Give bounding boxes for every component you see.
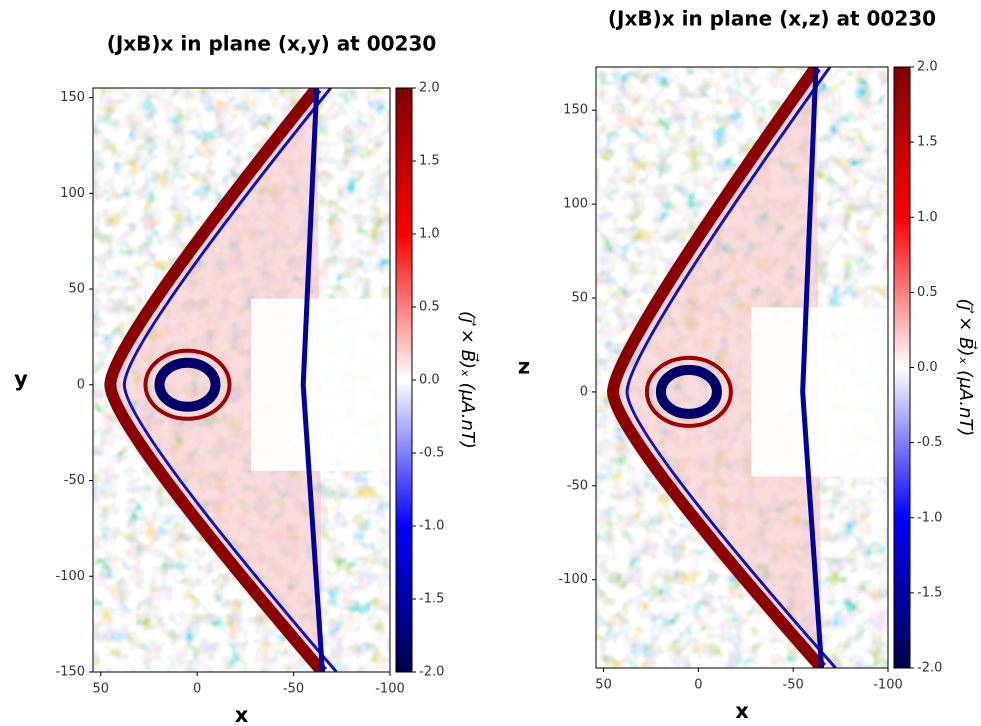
bow-shock — [607, 67, 827, 668]
colorbar-tick-label: 0.5 — [917, 285, 938, 300]
field — [596, 67, 888, 668]
colorbar-tick-label: -1.0 — [917, 510, 942, 525]
colorbar-tick-label: -1.5 — [419, 592, 444, 607]
x-tick-label: 50 — [595, 678, 612, 693]
bow-inner — [625, 67, 837, 668]
core-ring — [644, 355, 733, 428]
frame — [595, 66, 889, 669]
tail — [751, 307, 888, 477]
boundary — [300, 88, 325, 672]
frame — [92, 87, 391, 673]
colorbar-label: (j⃗ × B⃗)ₓ (μA.nT) — [955, 299, 977, 437]
y-tick-label: 0 — [580, 384, 588, 399]
colorbar-tick-label: 0.5 — [419, 300, 440, 315]
x-tick-label: -100 — [873, 678, 903, 693]
x-axis-label: x — [235, 703, 249, 726]
colorbar-tick-label: -2.0 — [419, 665, 444, 680]
field — [93, 88, 390, 672]
core-ring — [143, 348, 232, 421]
colorbar-tick-label: 0.0 — [917, 360, 938, 375]
chart-title: (JxB)x in plane (x,y) at 00230 — [107, 32, 437, 56]
bow-inner — [122, 88, 338, 672]
colorbar-tick-label: 2.0 — [917, 60, 938, 75]
y-tick-label: -150 — [55, 665, 85, 680]
x-tick-label: 50 — [92, 682, 109, 697]
y-axis-label: z — [518, 355, 530, 379]
y-tick-label: 100 — [60, 186, 85, 201]
tail — [251, 298, 390, 471]
x-tick-label: 0 — [694, 678, 702, 693]
colorbar-tick-label: 1.5 — [419, 154, 440, 169]
colorbar — [893, 66, 911, 669]
y-tick-label: -50 — [64, 473, 85, 488]
y-tick-label: 50 — [571, 291, 588, 306]
boundary — [800, 67, 825, 668]
bow-shock — [104, 88, 328, 672]
colorbar-tick-label: -1.5 — [917, 585, 942, 600]
y-axis-label: y — [14, 367, 28, 391]
y-tick-label: 100 — [563, 197, 588, 212]
x-axis-label: x — [735, 699, 749, 723]
x-tick-label: -50 — [783, 678, 804, 693]
core — [154, 357, 221, 412]
y-tick-label: 150 — [60, 90, 85, 105]
y-tick-label: -100 — [55, 569, 85, 584]
y-tick-label: 150 — [563, 103, 588, 118]
y-tick-label: 50 — [68, 282, 85, 297]
colorbar-tick-label: 1.0 — [917, 210, 938, 225]
colorbar-tick-label: -0.5 — [419, 446, 444, 461]
colorbar-tick-label: 1.0 — [419, 227, 440, 242]
colorbar-tick-label: -1.0 — [419, 519, 444, 534]
y-tick-label: -100 — [558, 572, 588, 587]
x-tick-label: -100 — [375, 682, 405, 697]
colorbar-tick-label: 2.0 — [419, 81, 440, 96]
colorbar-label: (j⃗ × B⃗)ₓ (μA.nT) — [457, 311, 479, 449]
colorbar-tick-label: -2.0 — [917, 661, 942, 676]
colorbar-tick-label: 1.5 — [917, 135, 938, 150]
y-tick-label: 0 — [77, 377, 85, 392]
colorbar — [395, 87, 413, 673]
core — [655, 364, 722, 419]
y-tick-label: -50 — [567, 478, 588, 493]
colorbar-tick-label: -0.5 — [917, 435, 942, 450]
x-tick-label: -50 — [283, 682, 304, 697]
colorbar-tick-label: 0.0 — [419, 373, 440, 388]
chart-title: (JxB)x in plane (x,z) at 00230 — [608, 7, 936, 31]
x-tick-label: 0 — [193, 682, 201, 697]
